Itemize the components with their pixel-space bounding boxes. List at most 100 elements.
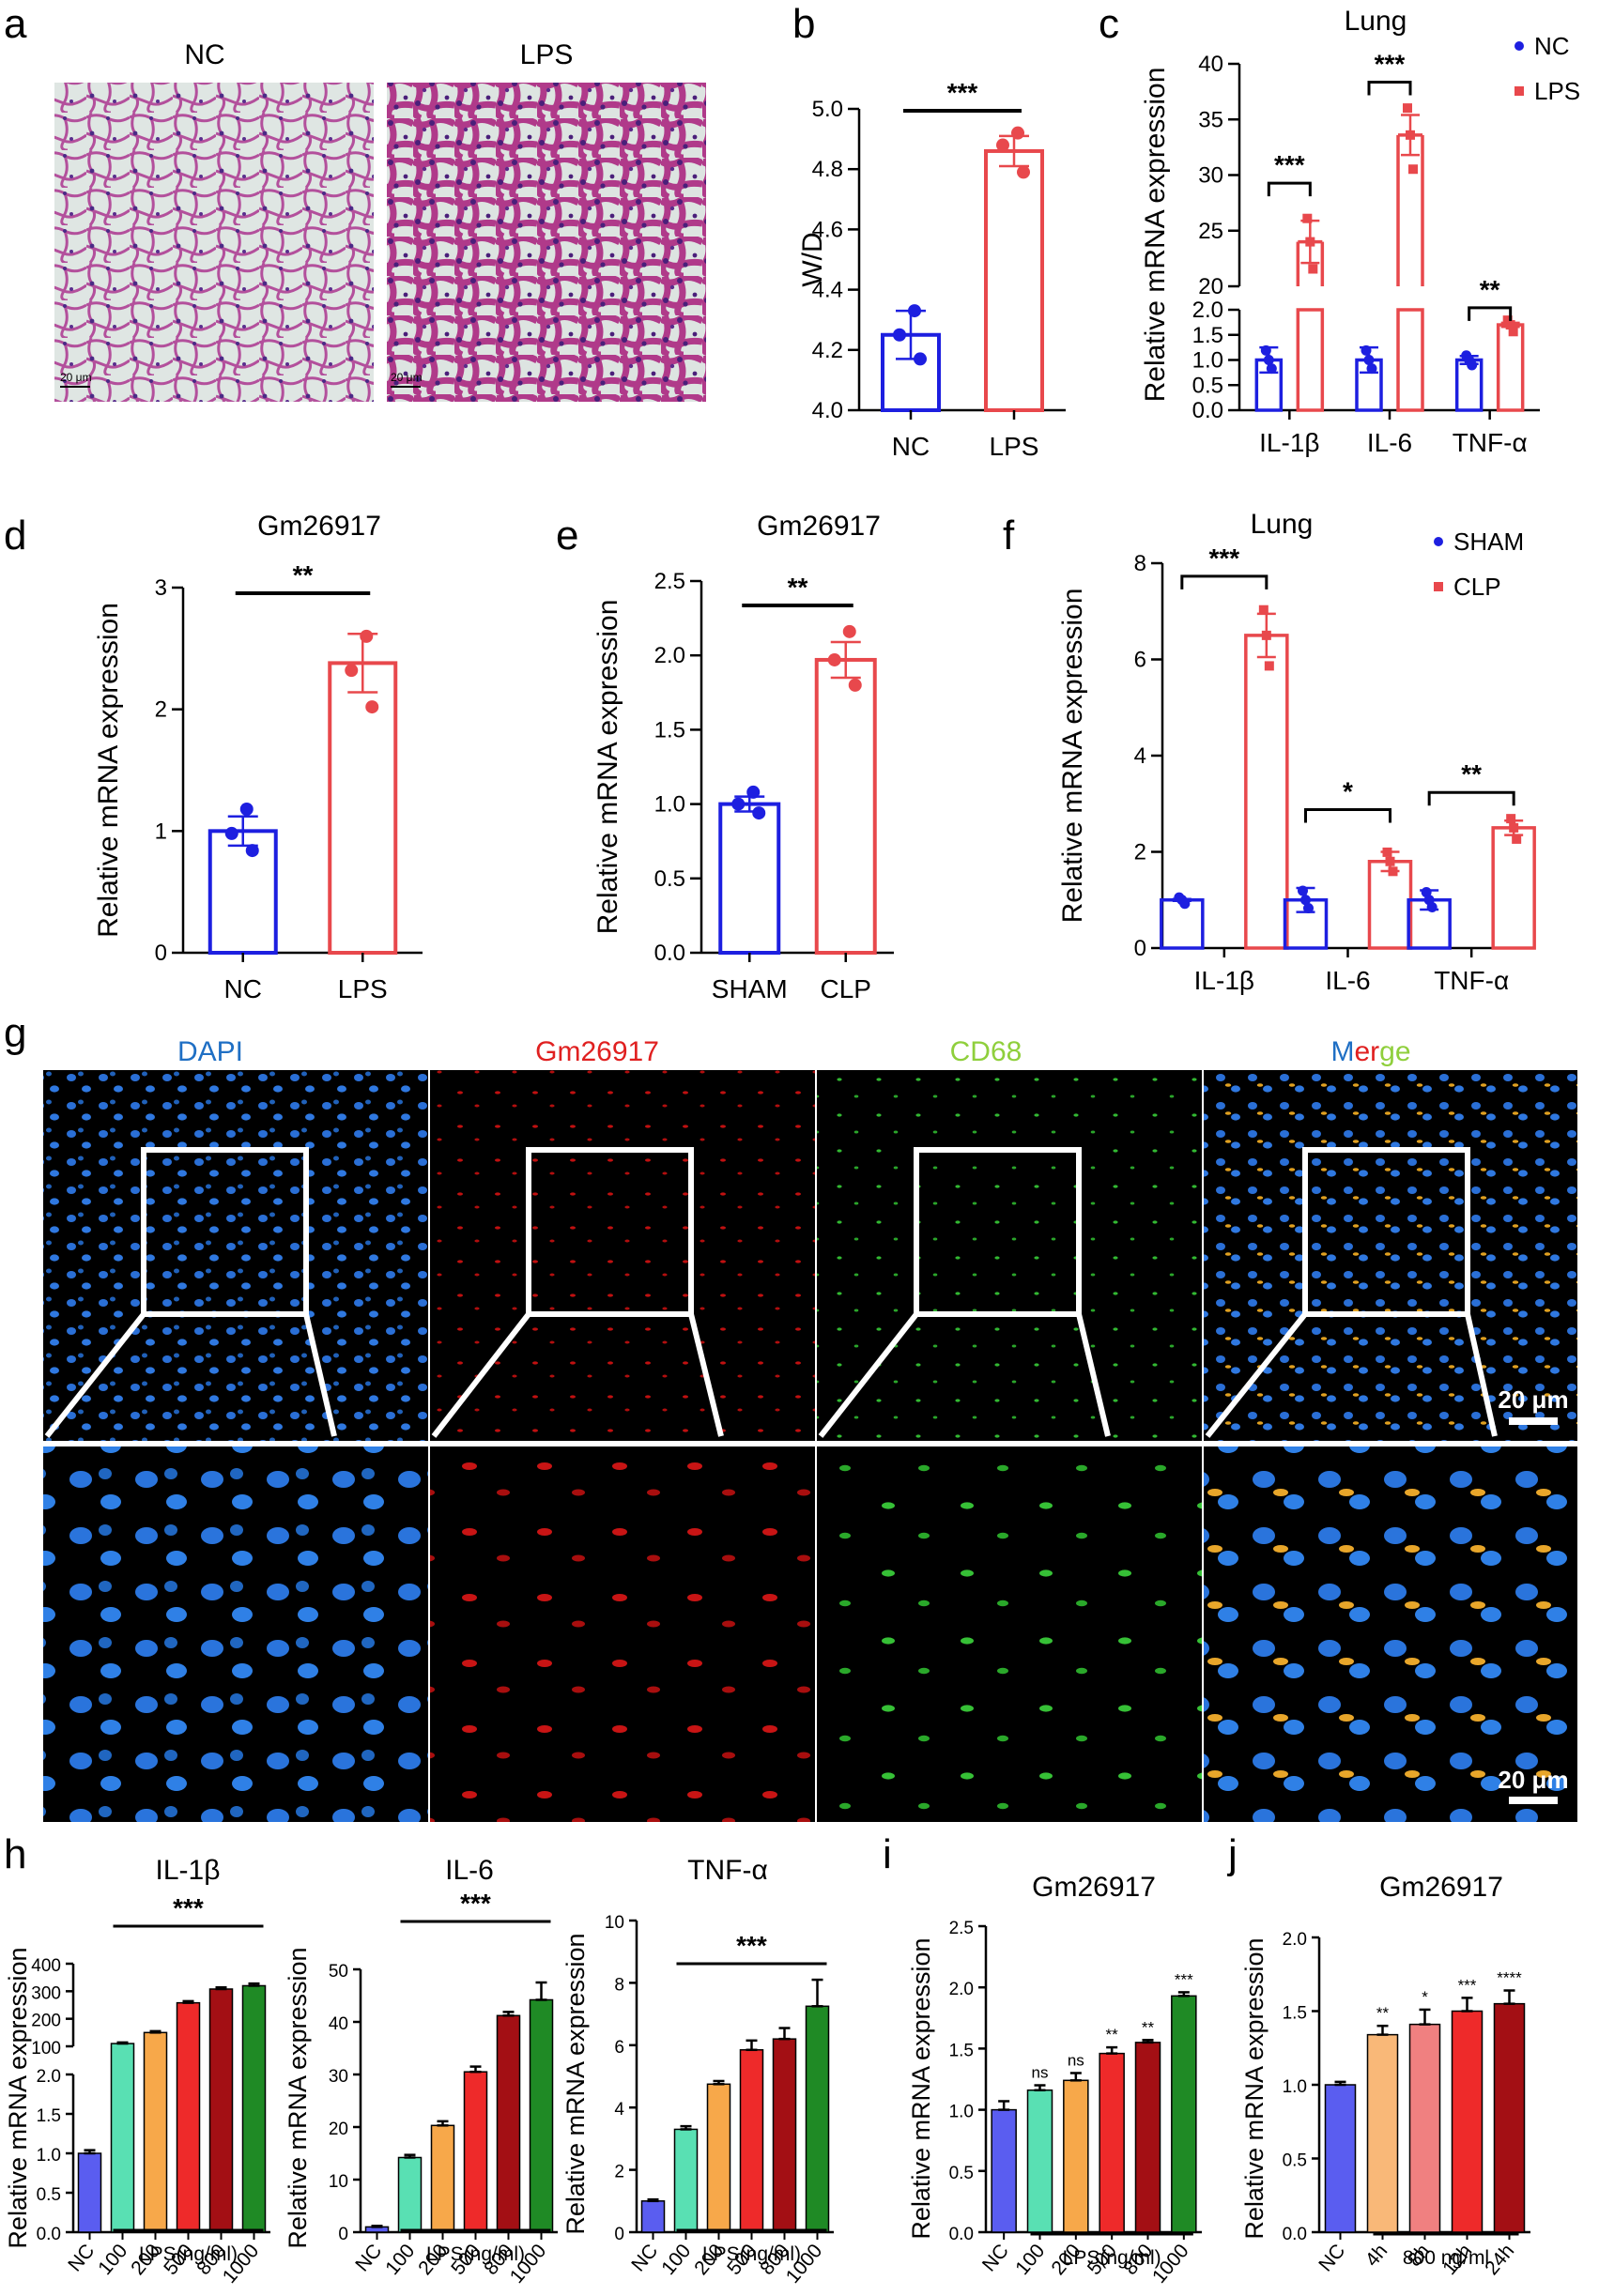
merge-ge: ge — [1379, 1036, 1410, 1067]
legend-label: NC — [1534, 32, 1570, 60]
chart-tnfa-dose: TNF-α Relative mRNA expression 0 2 4 6 8 10 NC10… — [561, 1855, 834, 2288]
data-point — [365, 700, 379, 714]
y-tick-label: 4.8 — [812, 157, 843, 182]
x-tick-label: LPS — [338, 974, 388, 1003]
chart-gm26917-clp: Gm26917 Relative mRNA expression 0.0 0.5 1.0… — [592, 511, 894, 1003]
x-tick-label: NC — [224, 974, 262, 1003]
bar-significance: * — [1422, 1988, 1428, 2006]
y-tick-label: 0.0 — [1192, 398, 1223, 423]
data-point — [893, 328, 906, 342]
if-bottom-row — [43, 1446, 1577, 1822]
y-tick-label: 1.0 — [1192, 348, 1223, 374]
y-tick-label: 40 — [329, 2014, 348, 2034]
y-tick-label: 2 — [614, 2163, 624, 2182]
bar-1000 — [805, 2005, 830, 2233]
significance-label: *** — [173, 1893, 204, 1922]
data-point — [1361, 344, 1372, 356]
panel-letter-a: a — [4, 1, 27, 47]
legend-marker — [1434, 582, 1443, 591]
bar-500 — [176, 2001, 201, 2233]
x-tick-label: NC — [978, 2240, 1013, 2275]
merge-er: er — [1354, 1036, 1379, 1067]
y-tick-label: 4.6 — [812, 217, 843, 242]
y-axis-label: Relative mRNA expression — [561, 1933, 590, 2234]
bar-200 — [706, 2083, 731, 2233]
chart-il1b-dose: IL-1β Relative mRNA expression 0.0 0.5 1.0 1.… — [4, 1855, 270, 2288]
y-tick-label: 1.5 — [654, 717, 685, 742]
bar-24h — [1493, 2002, 1526, 2233]
bar-500 — [739, 2049, 764, 2233]
y-axis-label: Relative mRNA expression — [1240, 1937, 1268, 2239]
significance-bracket — [1468, 306, 1513, 321]
data-point — [1264, 661, 1274, 671]
panel-letter-i: i — [883, 1831, 892, 1877]
x-axis-label: LPS(ng/ml) — [1063, 2247, 1161, 2269]
y-tick-label: 2 — [1134, 840, 1146, 865]
data-point — [360, 629, 374, 643]
bar-1000 — [1171, 1995, 1197, 2233]
significance-label: *** — [460, 1889, 491, 1918]
data-point — [1300, 895, 1311, 906]
x-tick-label: IL-1β — [1259, 428, 1319, 457]
legend-marker — [1514, 86, 1524, 96]
data-point — [908, 304, 921, 318]
chart-title: Gm26917 — [1032, 1872, 1156, 1903]
if-scale-label-bottom: 20 μm — [1498, 1766, 1568, 1794]
y-tick-label: 4.2 — [812, 338, 843, 363]
y-tick-label: 8 — [1134, 551, 1146, 576]
bar-clp — [1491, 826, 1536, 950]
bar-800 — [208, 1988, 234, 2233]
x-tick-label: IL-6 — [1325, 966, 1370, 995]
if-gm26917-zoom — [430, 1446, 815, 1822]
y-tick-label: 4 — [1134, 743, 1146, 769]
y-tick-label: 2.5 — [949, 1919, 974, 1938]
x-axis-label: 800 ng/ml — [1403, 2247, 1489, 2269]
bar-1000 — [241, 1984, 267, 2233]
data-point — [1302, 213, 1313, 223]
significance-label: ** — [788, 573, 808, 602]
if-merge-overview — [1204, 1070, 1577, 1441]
if-label-merge: Merge — [1330, 1036, 1410, 1067]
data-point — [1011, 126, 1024, 140]
if-scale-bar-bottom — [1509, 1797, 1558, 1804]
scale-bar-nc-label: 20 μm — [60, 371, 92, 384]
zoom-line-cd68-right — [1076, 1313, 1111, 1437]
y-tick-label: 1.0 — [654, 792, 685, 818]
histology-lps-image — [387, 83, 706, 402]
significance-bracket — [1180, 574, 1268, 589]
bar-200 — [143, 2031, 168, 2233]
y-tick-label: 0.0 — [949, 2225, 974, 2244]
zoom-box-dapi — [141, 1147, 309, 1317]
zoom-line-dapi-right — [303, 1313, 337, 1437]
histology-nc-label: NC — [184, 39, 224, 70]
panel-letter-b: b — [792, 1, 815, 47]
y-tick-label: 0.0 — [37, 2225, 61, 2244]
data-point — [1017, 165, 1030, 179]
chart-title: Lung — [1345, 6, 1407, 37]
y-tick-label: 0 — [614, 2225, 624, 2244]
if-cd68-zoom — [817, 1446, 1202, 1822]
bar-significance: ** — [1142, 2018, 1155, 2036]
data-point — [1263, 355, 1274, 365]
data-point — [1505, 320, 1515, 330]
if-label-cd68: CD68 — [950, 1036, 1022, 1067]
bar-500 — [463, 2071, 488, 2233]
histology-lps-label: LPS — [520, 39, 574, 70]
bar-4h — [1366, 2033, 1399, 2233]
significance-bracket — [1367, 81, 1412, 96]
chart-title: Gm26917 — [757, 511, 881, 542]
significance-label: *** — [947, 78, 978, 107]
y-tick-label: 0.5 — [1283, 2151, 1307, 2171]
data-point — [1366, 363, 1377, 375]
bar-100 — [673, 2128, 699, 2233]
data-point — [1303, 902, 1314, 913]
significance-bracket — [1427, 790, 1515, 806]
bar-nc — [208, 829, 278, 955]
bar-1000 — [529, 1998, 554, 2233]
bar-significance: **** — [1497, 1969, 1522, 1987]
y-tick-label: 4.4 — [812, 278, 843, 303]
y-tick-label: 1 — [155, 819, 167, 844]
data-point — [1506, 814, 1516, 824]
